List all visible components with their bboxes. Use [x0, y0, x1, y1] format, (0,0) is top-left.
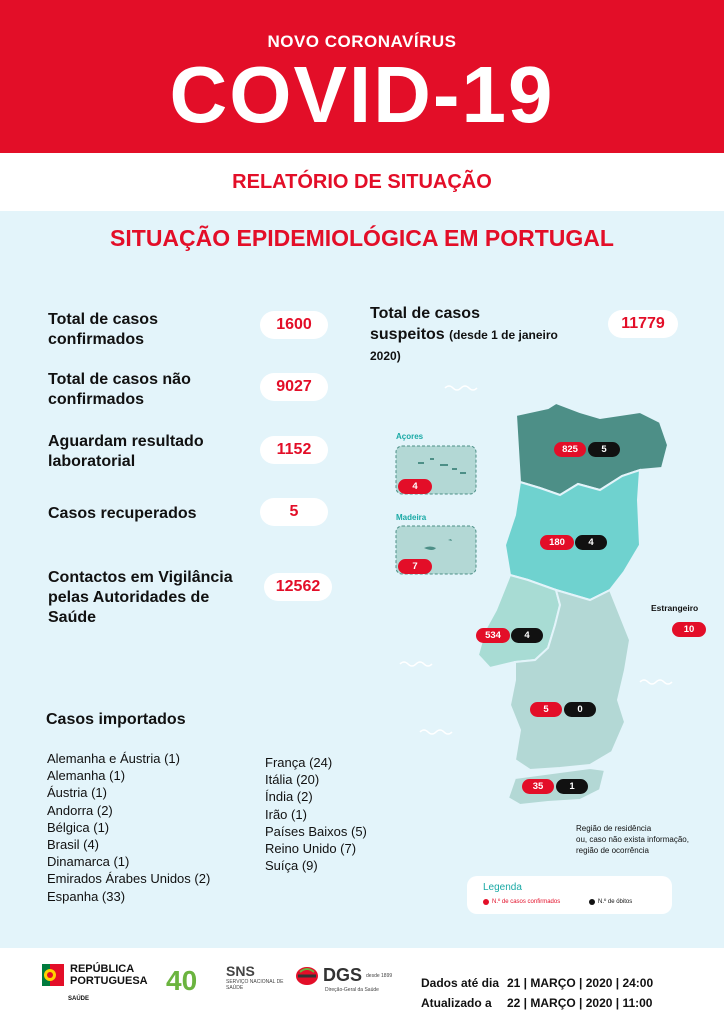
sns-logo: SNS SERVIÇO NACIONAL DE SAÚDE [226, 963, 284, 991]
legend-confirmed: N.º de casos confirmados [483, 899, 560, 905]
region-alentejo [508, 588, 632, 772]
list-item: Índia (2) [265, 789, 313, 805]
flag-emblem-icon [42, 964, 64, 986]
contacts-label: Contactos em Vigilância pelas Autoridades… [48, 569, 233, 626]
lisboa-deaths-badge: 4 [511, 628, 543, 643]
list-item: Países Baixos (5) [265, 823, 367, 839]
legend: Legenda N.º de casos confirmados N.º de … [467, 876, 672, 914]
list-item: Alemanha (1) [47, 768, 126, 784]
madeira-label: Madeira [396, 513, 427, 522]
confirmed-value: 1600 [260, 311, 328, 339]
section-title: SITUAÇÃO EPIDEMIOLÓGICA EM PORTUGAL [110, 225, 614, 251]
dgs-logo: DGS desde 1899 Direção-Geral da Saúde [295, 965, 392, 993]
awaiting-value: 1152 [260, 436, 328, 464]
awaiting-label: Aguardam resultado laboratorial [48, 433, 204, 470]
madeira-confirmed-badge: 7 [398, 559, 432, 574]
recovered-value: 5 [260, 498, 328, 526]
list-item: Bélgica (1) [47, 819, 110, 835]
report-subtitle: RELATÓRIO DE SITUAÇÃO [0, 153, 724, 211]
norte-confirmed-badge: 825 [554, 442, 586, 457]
contacts-value: 12562 [264, 573, 332, 601]
algarve-deaths-badge: 1 [556, 779, 588, 794]
algarve-confirmed-badge: 35 [522, 779, 554, 794]
imported-title: Casos importados [46, 711, 186, 728]
alentejo-deaths-badge: 0 [564, 702, 596, 717]
list-item: Brasil (4) [47, 837, 100, 853]
list-item: Áustria (1) [47, 785, 107, 801]
not-confirmed-value: 9027 [260, 373, 328, 401]
region-centro [503, 468, 642, 602]
red-dot-icon [483, 899, 489, 905]
suspected-label: Total de casos suspeitos (desde 1 de jan… [370, 305, 558, 363]
list-item: Emirados Árabes Unidos (2) [47, 871, 211, 887]
black-dot-icon [589, 899, 595, 905]
imported-list-col1: Alemanha e Áustria (1) Alemanha (1) Áust… [47, 750, 210, 905]
legend-deaths: N.º de óbitos [589, 899, 632, 905]
list-item: Suíça (9) [265, 858, 318, 874]
suspected-value: 11779 [608, 310, 678, 338]
not-confirmed-label: Total de casos não confirmados [48, 371, 191, 408]
alentejo-confirmed-badge: 5 [530, 702, 562, 717]
updated-value: 22 | MARÇO | 2020 | 11:00 [507, 996, 653, 1010]
header-banner: NOVO CORONAVÍRUS COVID-19 [0, 0, 724, 153]
list-item: Alemanha e Áustria (1) [47, 751, 180, 766]
page-title: COVID-19 [169, 50, 555, 139]
recovered-label: Casos recuperados [48, 505, 197, 522]
dgs-emblem-icon [296, 966, 318, 985]
confirmed-label: Total de casos confirmados [48, 311, 158, 348]
region-note: Região de residência ou, caso não exista … [576, 824, 689, 855]
portugal-map [395, 385, 673, 807]
foreign-confirmed-badge: 10 [672, 622, 706, 637]
data-value: 21 | MARÇO | 2020 | 24:00 [507, 976, 654, 990]
centro-deaths-badge: 4 [575, 535, 607, 550]
list-item: França (24) [265, 755, 333, 770]
list-item: Itália (20) [265, 772, 320, 788]
list-item: Andorra (2) [47, 802, 113, 818]
lisboa-confirmed-badge: 534 [476, 628, 510, 643]
azores-confirmed-badge: 4 [398, 479, 432, 494]
list-item: Dinamarca (1) [47, 854, 130, 870]
footer [0, 948, 724, 1024]
list-item: Irão (1) [265, 806, 307, 822]
list-item: Espanha (33) [47, 888, 126, 904]
updated-label: Atualizado a [421, 996, 492, 1010]
dates-block: Dados até dia 21 | MARÇO | 2020 | 24:00 A… [421, 973, 653, 1013]
foreign-label: Estrangeiro [651, 603, 699, 613]
legend-title: Legenda [483, 882, 522, 893]
sns-40-logo: 40 [166, 965, 198, 996]
republica-portuguesa-logo: REPÚBLICA PORTUGUESA SAÚDE [42, 962, 148, 1002]
imported-list-col2: França (24) Itália (20) Índia (2) Irão (… [265, 754, 367, 874]
azores-label: Açores [396, 432, 424, 441]
centro-confirmed-badge: 180 [540, 535, 574, 550]
norte-deaths-badge: 5 [588, 442, 620, 457]
header-kicker: NOVO CORONAVÍRUS [267, 32, 457, 51]
data-label: Dados até dia [421, 976, 500, 990]
list-item: Reino Unido (7) [265, 841, 357, 857]
